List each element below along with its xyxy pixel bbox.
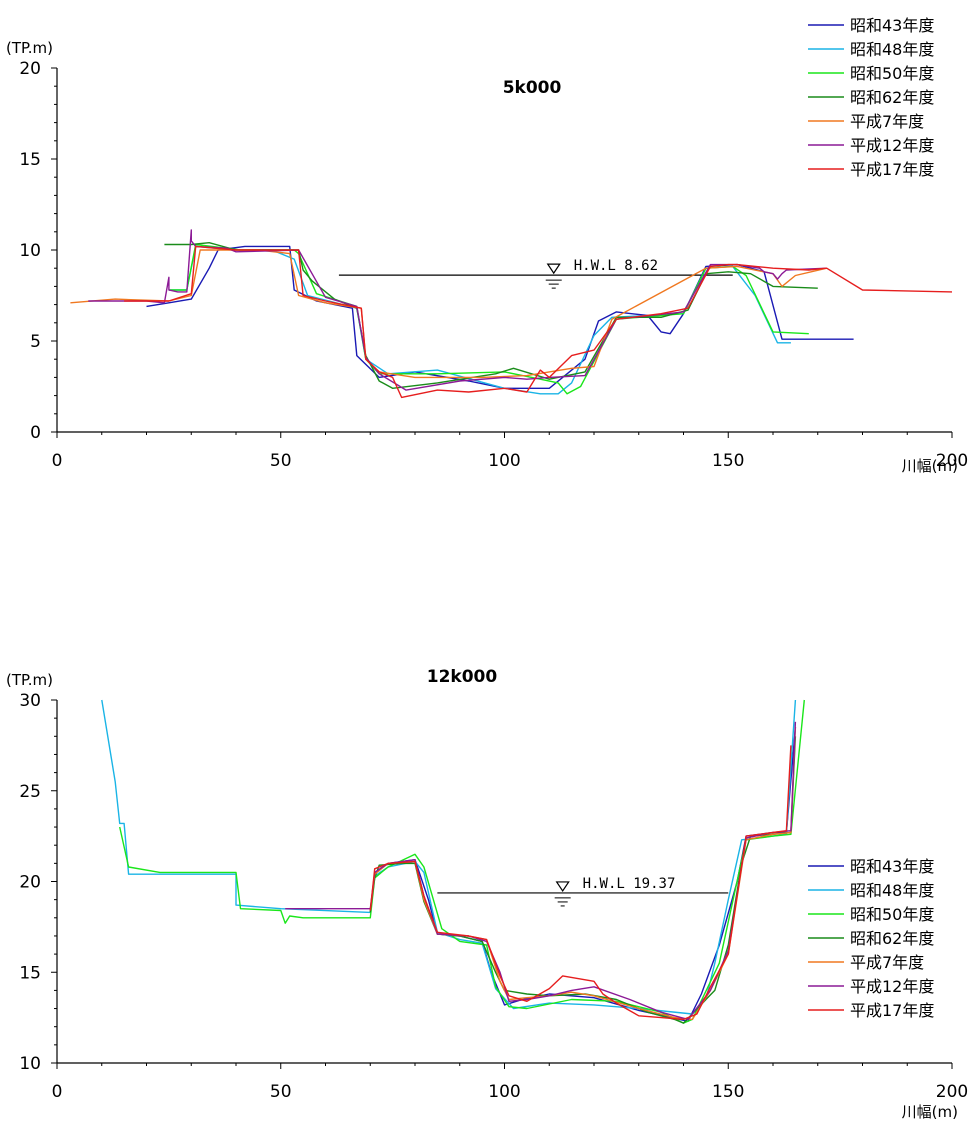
chart1-x-axis-label: 川幅(m) bbox=[902, 457, 958, 475]
chart2-x-tick-label: 100 bbox=[488, 1082, 520, 1102]
chart1-series-line bbox=[168, 243, 809, 395]
chart2-x-tick-label: 150 bbox=[712, 1082, 744, 1102]
chart1-x-tick-label: 200 bbox=[936, 451, 968, 471]
chart1-series-line bbox=[124, 245, 953, 399]
chart2-x-tick-label: 200 bbox=[936, 1082, 968, 1102]
chart2-series-line bbox=[369, 727, 797, 1021]
chart2-series-line bbox=[369, 745, 792, 1021]
chart2-x-axis-label: 川幅(m) bbox=[902, 1103, 958, 1121]
chart2-legend-label: 昭和48年度 bbox=[850, 881, 934, 900]
chart1-x-tick-label: 0 bbox=[52, 451, 63, 471]
chart2-title: 12k000 bbox=[427, 667, 498, 687]
chart2-x-tick-label: 50 bbox=[270, 1082, 292, 1102]
chart1-series-line bbox=[88, 229, 827, 391]
chart2-legend-label: 昭和62年度 bbox=[850, 929, 934, 948]
chart1-x-tick-label: 50 bbox=[270, 451, 292, 471]
chart2-legend-label: 平成17年度 bbox=[850, 1001, 934, 1020]
chart1-y-tick-label: 5 bbox=[30, 332, 41, 352]
chart2-series-line bbox=[119, 699, 805, 1024]
chart1-legend-label: 昭和43年度 bbox=[850, 16, 934, 35]
chart2-x-tick-label: 0 bbox=[52, 1082, 63, 1102]
chart2-legend-label: 昭和50年度 bbox=[850, 905, 934, 924]
chart1-legend-label: 平成12年度 bbox=[850, 136, 934, 155]
chart1-x-tick-label: 150 bbox=[712, 451, 744, 471]
chart1-y-tick-label: 0 bbox=[30, 423, 41, 443]
chart2-legend-label: 平成7年度 bbox=[850, 953, 924, 972]
chart1-y-tick-label: 15 bbox=[19, 150, 41, 170]
chart1-y-axis-label: (TP.m) bbox=[6, 39, 53, 57]
chart2-y-tick-label: 10 bbox=[19, 1054, 41, 1074]
chart1-y-tick-label: 20 bbox=[19, 59, 41, 79]
chart1-x-tick-label: 100 bbox=[488, 451, 520, 471]
chart2-y-tick-label: 15 bbox=[19, 963, 41, 983]
chart1-legend-label: 平成17年度 bbox=[850, 160, 934, 179]
chart1-hwl-triangle-icon bbox=[546, 263, 561, 275]
chart2-y-tick-label: 25 bbox=[19, 782, 41, 802]
chart2-hwl-label: H.W.L 19.37 bbox=[583, 876, 676, 892]
chart1-series-line bbox=[168, 245, 791, 395]
chart1-legend-label: 昭和50年度 bbox=[850, 64, 934, 83]
chart2-series-line bbox=[369, 727, 797, 1022]
chart1-series-line bbox=[146, 245, 854, 389]
chart2-y-tick-label: 20 bbox=[19, 873, 41, 893]
chart1-hwl-label: H.W.L 8.62 bbox=[574, 258, 658, 274]
chart2-y-axis-label: (TP.m) bbox=[6, 671, 53, 689]
chart1-series-line bbox=[70, 249, 827, 379]
chart2-legend-label: 昭和43年度 bbox=[850, 857, 934, 876]
chart2-hwl-triangle-icon bbox=[555, 881, 570, 893]
chart2-series-line bbox=[101, 699, 797, 1015]
chart1-title: 5k000 bbox=[503, 78, 562, 98]
chart1-y-tick-label: 10 bbox=[19, 241, 41, 261]
chart1-legend-label: 平成7年度 bbox=[850, 112, 924, 131]
chart2-y-tick-label: 30 bbox=[19, 691, 41, 711]
chart1-legend-label: 昭和48年度 bbox=[850, 40, 934, 59]
chart2-legend-label: 平成12年度 bbox=[850, 977, 934, 996]
chart1-legend-label: 昭和62年度 bbox=[850, 88, 934, 107]
